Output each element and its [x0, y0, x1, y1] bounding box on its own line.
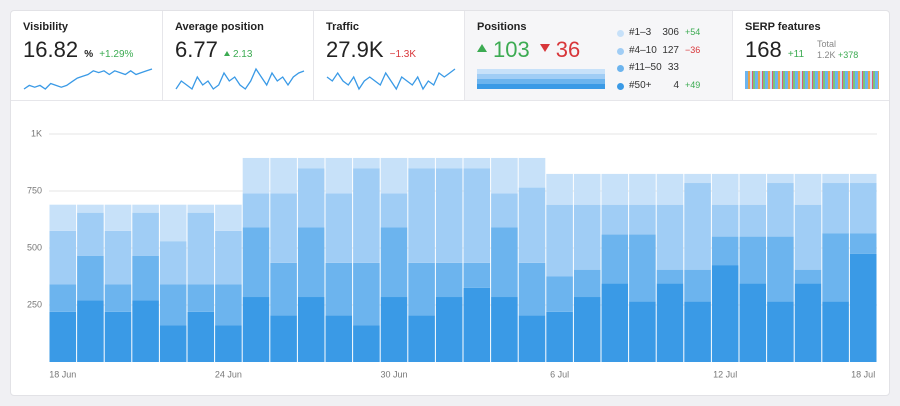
legend-dot — [617, 30, 624, 37]
value: 6.77 — [175, 37, 218, 62]
up-count: 103 — [493, 37, 530, 62]
value: 27.9K — [326, 37, 384, 62]
traffic-card: Traffic 27.9K −1.3K — [314, 11, 465, 101]
arrow-down — [539, 44, 550, 52]
sparkline — [23, 68, 153, 90]
total-change: +378 — [838, 50, 859, 60]
legend-dot — [617, 82, 624, 90]
legend-dot — [617, 65, 624, 72]
sparkline — [326, 68, 456, 91]
legend-label: #50+ — [629, 79, 652, 91]
card-value: 6.77 2.13 — [175, 37, 252, 63]
serp-card: SERP features 168 +11 Total 1.2K +378 — [733, 11, 889, 101]
total: 1.2K +378 — [817, 50, 858, 60]
total-value: 1.2K — [817, 50, 836, 60]
sparkline — [175, 67, 305, 91]
sparkline-line — [326, 68, 456, 91]
visibility-card: Visibility 16.82 % +1.29% — [11, 11, 163, 101]
down-count: 36 — [555, 37, 581, 62]
card-title: Visibility — [23, 21, 69, 33]
legend-row: #50+ 4 +49 — [617, 80, 727, 94]
legend-value: 127 — [662, 44, 679, 56]
legend-change: +54 — [685, 27, 701, 37]
positions-card: Positions 103 36 #1–3 306 +54 #4–10 127 −36 #11… — [465, 11, 733, 101]
positions-counts: 103 36 — [477, 37, 580, 63]
value: 16.82 — [23, 37, 79, 62]
legend-value: 4 — [673, 79, 679, 91]
value: 168 — [745, 37, 782, 62]
legend-label: #1–3 — [629, 27, 652, 38]
serp-minichart — [745, 71, 879, 89]
card-value: 168 +11 — [745, 37, 804, 63]
dashboard: Visibility 16.82 % +1.29% Average positi… — [10, 10, 890, 396]
legend-change: −36 — [685, 44, 701, 55]
change: 2.13 — [232, 49, 253, 60]
legend-row: #4–10 127 −36 — [617, 45, 727, 59]
change: +1.29% — [99, 49, 134, 60]
card-title: Average position — [175, 21, 264, 33]
arrow-up — [477, 44, 487, 52]
legend-value: 33 — [667, 62, 679, 73]
sparkline-line — [175, 67, 305, 91]
card-value: 27.9K −1.3K — [326, 37, 416, 63]
legend-label: #4–10 — [629, 44, 657, 56]
card-value: 16.82 % +1.29% — [23, 37, 133, 63]
legend-label: #11–50 — [629, 62, 662, 73]
arrow-up — [223, 51, 230, 56]
card-title: SERP features — [745, 21, 821, 33]
change: +11 — [787, 49, 805, 60]
card-title: Traffic — [326, 21, 360, 33]
legend-value: 306 — [662, 27, 679, 38]
sparkline-line — [23, 68, 153, 90]
legend-row: #11–50 33 — [617, 62, 727, 76]
change: −1.3K — [389, 49, 417, 60]
positions-minichart — [477, 69, 605, 89]
legend-dot — [617, 47, 624, 55]
total-label: Total — [817, 39, 837, 49]
unit: % — [84, 49, 94, 60]
legend-row: #1–3 306 +54 — [617, 27, 727, 41]
card-title: Positions — [477, 21, 527, 33]
legend-change: +49 — [685, 79, 701, 90]
avg-position-card: Average position 6.77 2.13 — [163, 11, 314, 101]
